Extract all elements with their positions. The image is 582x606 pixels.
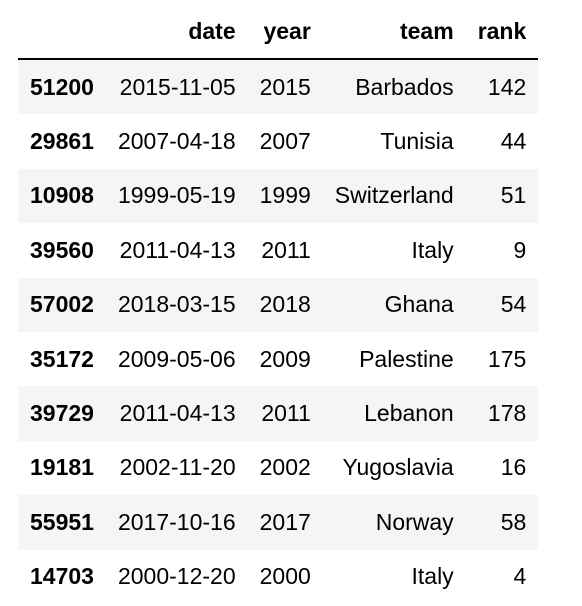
cell-rank: 58	[500, 508, 527, 535]
cell-team: Italy	[411, 236, 454, 263]
cell-date: 2017-10-16	[117, 508, 236, 535]
cell-team: Barbados	[355, 73, 454, 100]
header-rank: rank	[477, 18, 527, 44]
cell-team: Norway	[375, 508, 454, 535]
row-index: 55951	[30, 508, 94, 535]
cell-team: Ghana	[384, 291, 454, 318]
table-row: 10908 1999-05-19 1999 Switzerland 51	[18, 168, 539, 224]
dataframe-table: date year team rank 51200 2015-11-05 201…	[18, 5, 539, 604]
cell-rank: 142	[487, 73, 527, 100]
table-body: 51200 2015-11-05 2015 Barbados 142 29861…	[18, 59, 539, 604]
cell-year: 2009	[259, 345, 311, 372]
cell-rank: 4	[513, 563, 527, 590]
cell-year: 2002	[259, 454, 311, 481]
cell-rank: 16	[500, 454, 527, 481]
cell-rank: 44	[500, 128, 527, 155]
cell-date: 2007-04-18	[117, 128, 236, 155]
cell-date: 2002-11-20	[119, 454, 236, 481]
cell-team: Switzerland	[334, 182, 454, 209]
cell-date: 2018-03-15	[117, 291, 236, 318]
row-index: 57002	[30, 291, 94, 318]
cell-team: Yugoslavia	[342, 454, 454, 481]
cell-year: 1999	[259, 182, 311, 209]
table-row: 35172 2009-05-06 2009 Palestine 175	[18, 331, 539, 387]
cell-team: Lebanon	[364, 400, 454, 427]
cell-date: 1999-05-19	[117, 182, 236, 209]
row-index: 14703	[30, 563, 94, 590]
table-header: date year team rank	[18, 5, 539, 59]
cell-year: 2011	[261, 400, 311, 427]
header-date: date	[188, 18, 236, 44]
cell-year: 2017	[259, 508, 311, 535]
cell-year: 2011	[261, 236, 311, 263]
cell-rank: 51	[500, 182, 527, 209]
row-index: 10908	[30, 182, 94, 209]
row-index: 19181	[30, 454, 94, 481]
cell-team: Palestine	[359, 345, 454, 372]
header-row: date year team rank	[18, 5, 539, 59]
cell-year: 2015	[259, 73, 311, 100]
row-index: 51200	[30, 73, 94, 100]
row-index: 35172	[30, 345, 94, 372]
header-index	[18, 5, 106, 59]
cell-rank: 175	[487, 345, 527, 372]
cell-team: Tunisia	[380, 128, 454, 155]
header-team: team	[399, 18, 454, 44]
cell-year: 2007	[259, 128, 311, 155]
table-row: 39560 2011-04-13 2011 Italy 9	[18, 223, 539, 278]
table-row: 55951 2017-10-16 2017 Norway 58	[18, 495, 539, 550]
cell-year: 2018	[259, 291, 311, 318]
cell-date: 2011-04-13	[119, 236, 236, 263]
row-index: 39729	[30, 400, 94, 427]
header-year: year	[263, 18, 311, 44]
cell-date: 2011-04-13	[119, 400, 236, 427]
row-index: 39560	[30, 236, 94, 263]
cell-team: Italy	[411, 563, 454, 590]
cell-date: 2000-12-20	[117, 563, 236, 590]
cell-year: 2000	[259, 563, 311, 590]
cell-date: 2009-05-06	[117, 345, 236, 372]
table-row: 39729 2011-04-13 2011 Lebanon 178	[18, 386, 539, 441]
cell-rank: 54	[500, 291, 527, 318]
cell-rank: 9	[513, 236, 527, 263]
table-row: 29861 2007-04-18 2007 Tunisia 44	[18, 114, 539, 169]
table-row: 14703 2000-12-20 2000 Italy 4	[18, 549, 539, 604]
cell-rank: 178	[487, 400, 527, 427]
row-index: 29861	[30, 128, 94, 155]
table-row: 19181 2002-11-20 2002 Yugoslavia 16	[18, 440, 539, 496]
cell-date: 2015-11-05	[119, 73, 236, 100]
table-row: 57002 2018-03-15 2018 Ghana 54	[18, 277, 539, 332]
table-row: 51200 2015-11-05 2015 Barbados 142	[18, 59, 539, 115]
